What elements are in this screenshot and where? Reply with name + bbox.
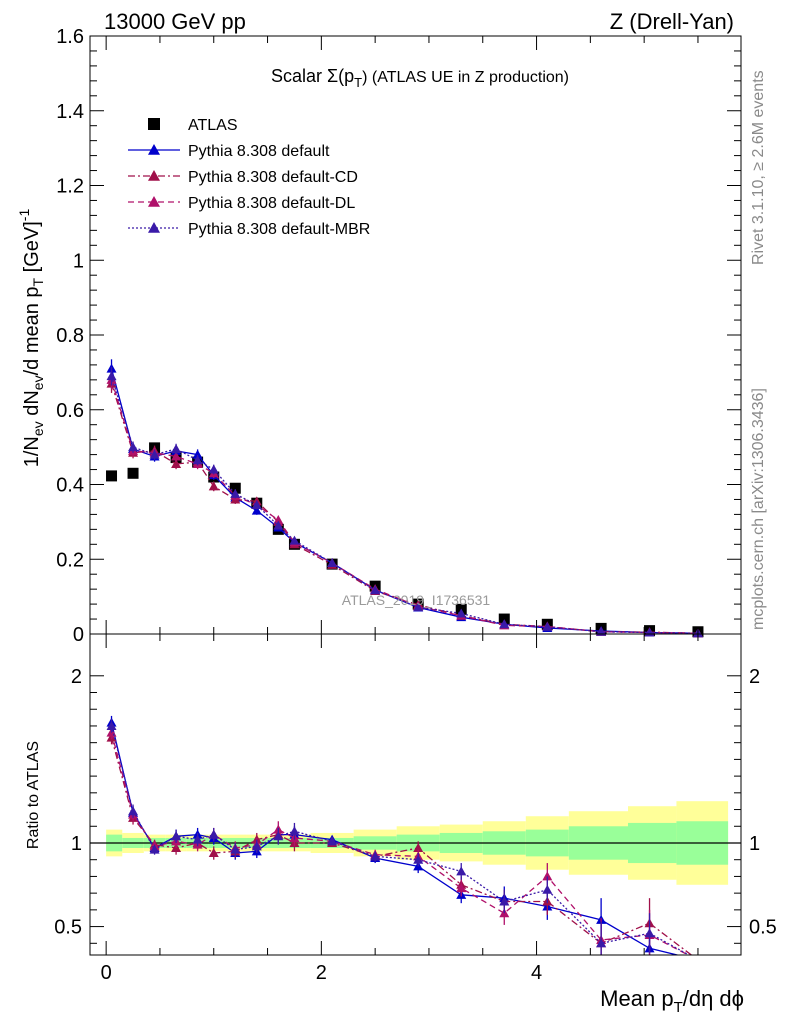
point-mbr bbox=[273, 520, 284, 530]
point-dl bbox=[171, 451, 182, 461]
point-atlas bbox=[498, 613, 510, 625]
ratio-point-mbr bbox=[327, 836, 338, 846]
point-mbr bbox=[542, 621, 553, 631]
point-dl bbox=[273, 515, 284, 525]
legend-marker-cd bbox=[148, 170, 160, 181]
ratio-y-tick-label: 1 bbox=[71, 833, 82, 855]
legend: ATLAS Pythia 8.308 default Pythia 8.308 de… bbox=[128, 117, 370, 238]
legend-marker-default bbox=[148, 144, 160, 155]
ratio-point-mbr bbox=[273, 831, 284, 841]
legend-label-default: Pythia 8.308 default bbox=[188, 143, 330, 160]
y-tick-label: 0.2 bbox=[56, 549, 84, 571]
ratio-point-mbr bbox=[289, 826, 300, 836]
point-mbr bbox=[289, 535, 300, 545]
rivet-label: Rivet 3.1.10, ≥ 2.6M events bbox=[750, 70, 767, 265]
point-mbr bbox=[370, 585, 381, 595]
point-mbr bbox=[128, 442, 139, 452]
x-tick-label: 0 bbox=[101, 962, 112, 984]
ratio-y-axis: 0.5 0.5 1 1 2 2 bbox=[54, 666, 777, 944]
point-mbr bbox=[251, 500, 262, 510]
point-default bbox=[251, 505, 262, 515]
ratio-point-mbr bbox=[596, 938, 607, 948]
legend-marker-atlas bbox=[148, 118, 160, 130]
ratio-point-mbr bbox=[192, 834, 203, 844]
header-left: 13000 GeV pp bbox=[104, 9, 246, 34]
ratio-series bbox=[106, 715, 693, 955]
ratio-point-mbr bbox=[251, 841, 262, 851]
point-mbr bbox=[327, 557, 338, 567]
main-panel: 0 0.2 0.4 0.6 0.8 1 1.2 1.4 1.6 Scalar Σ(pT) (AT… bbox=[16, 26, 742, 646]
point-atlas bbox=[106, 470, 118, 482]
main-y-axis: 0 0.2 0.4 0.6 0.8 1 1.2 1.4 1.6 bbox=[56, 26, 741, 646]
ratio-panel: 0.5 0.5 1 1 2 2 0 2 4 Ratio to ATLAS Mean pT/dη… bbox=[25, 633, 777, 1016]
main-y-axis-label: 1/Nev dNev/d mean pT [GeV]-1 bbox=[16, 209, 46, 468]
point-cd bbox=[171, 458, 182, 468]
ratio-y-tick-label-right: 2 bbox=[749, 666, 760, 688]
point-mbr bbox=[456, 608, 467, 618]
ratio-point-mbr bbox=[456, 866, 467, 876]
legend-marker-dl bbox=[148, 196, 160, 207]
y-tick-label: 1.4 bbox=[56, 101, 84, 123]
point-mbr bbox=[208, 464, 219, 474]
x-axis: 0 2 4 bbox=[101, 634, 699, 984]
ratio-point-mbr bbox=[644, 928, 655, 938]
point-cd bbox=[208, 481, 219, 491]
y-tick-label: 0.4 bbox=[56, 475, 84, 497]
ratio-y-tick-label: 2 bbox=[71, 666, 82, 688]
mcplots-label: mcplots.cern.ch [arXiv:1306.3436] bbox=[750, 388, 767, 630]
y-tick-label: 0 bbox=[73, 624, 84, 646]
ratio-point-mbr bbox=[149, 844, 160, 854]
y-tick-label: 1.6 bbox=[56, 26, 84, 48]
point-mbr bbox=[192, 455, 203, 465]
y-tick-label: 1.2 bbox=[56, 176, 84, 198]
ratio-point-cd bbox=[208, 848, 219, 858]
ratio-point-mbr bbox=[106, 720, 117, 730]
ratio-point-dl bbox=[456, 883, 467, 893]
main-x-ticks bbox=[105, 36, 699, 634]
ratio-point-dl bbox=[542, 871, 553, 881]
ratio-point-mbr bbox=[171, 831, 182, 841]
header-right: Z (Drell-Yan) bbox=[610, 9, 734, 34]
ratio-point-mbr bbox=[542, 884, 553, 894]
legend-marker-mbr bbox=[148, 222, 160, 233]
ratio-point-mbr bbox=[499, 896, 510, 906]
ratio-point-mbr bbox=[208, 829, 219, 839]
y-tick-label: 0.6 bbox=[56, 400, 84, 422]
x-tick-label: 2 bbox=[316, 962, 327, 984]
ratio-y-tick-label-right: 0.5 bbox=[749, 917, 777, 939]
ratio-frame bbox=[89, 633, 742, 956]
point-default bbox=[192, 449, 203, 459]
ratio-point-mbr bbox=[413, 854, 424, 864]
ratio-y-axis-label: Ratio to ATLAS bbox=[25, 741, 42, 849]
point-mbr bbox=[230, 488, 241, 498]
point-atlas bbox=[229, 482, 241, 494]
point-mbr bbox=[106, 371, 117, 381]
ratio-y-tick-label-right: 1 bbox=[749, 833, 760, 855]
x-tick-label: 4 bbox=[531, 962, 542, 984]
x-axis-label: Mean pT/dη dϕ bbox=[600, 986, 744, 1016]
point-atlas bbox=[127, 467, 139, 479]
point-mbr bbox=[149, 449, 160, 459]
point-mbr bbox=[499, 619, 510, 629]
y-tick-label: 0.8 bbox=[56, 325, 84, 347]
legend-label-atlas: ATLAS bbox=[188, 117, 238, 134]
ratio-point-cd bbox=[413, 843, 424, 852]
legend-label-dl: Pythia 8.308 default-DL bbox=[188, 195, 355, 212]
ratio-point-mbr bbox=[128, 806, 139, 816]
point-mbr bbox=[413, 602, 424, 612]
ratio-point-mbr bbox=[230, 844, 241, 854]
y-tick-label: 1 bbox=[73, 250, 84, 272]
legend-label-mbr: Pythia 8.308 default-MBR bbox=[188, 221, 370, 238]
legend-label-cd: Pythia 8.308 default-CD bbox=[188, 169, 358, 186]
ratio-y-tick-label: 0.5 bbox=[54, 917, 82, 939]
watermark: ATLAS_2019_I1736531 bbox=[342, 592, 491, 608]
point-mbr bbox=[171, 443, 182, 453]
ratio-point-mbr bbox=[370, 851, 381, 861]
ratio-plot-area bbox=[90, 715, 741, 955]
chart-title: Scalar Σ(pT) (ATLAS UE in Z production) bbox=[271, 66, 569, 90]
